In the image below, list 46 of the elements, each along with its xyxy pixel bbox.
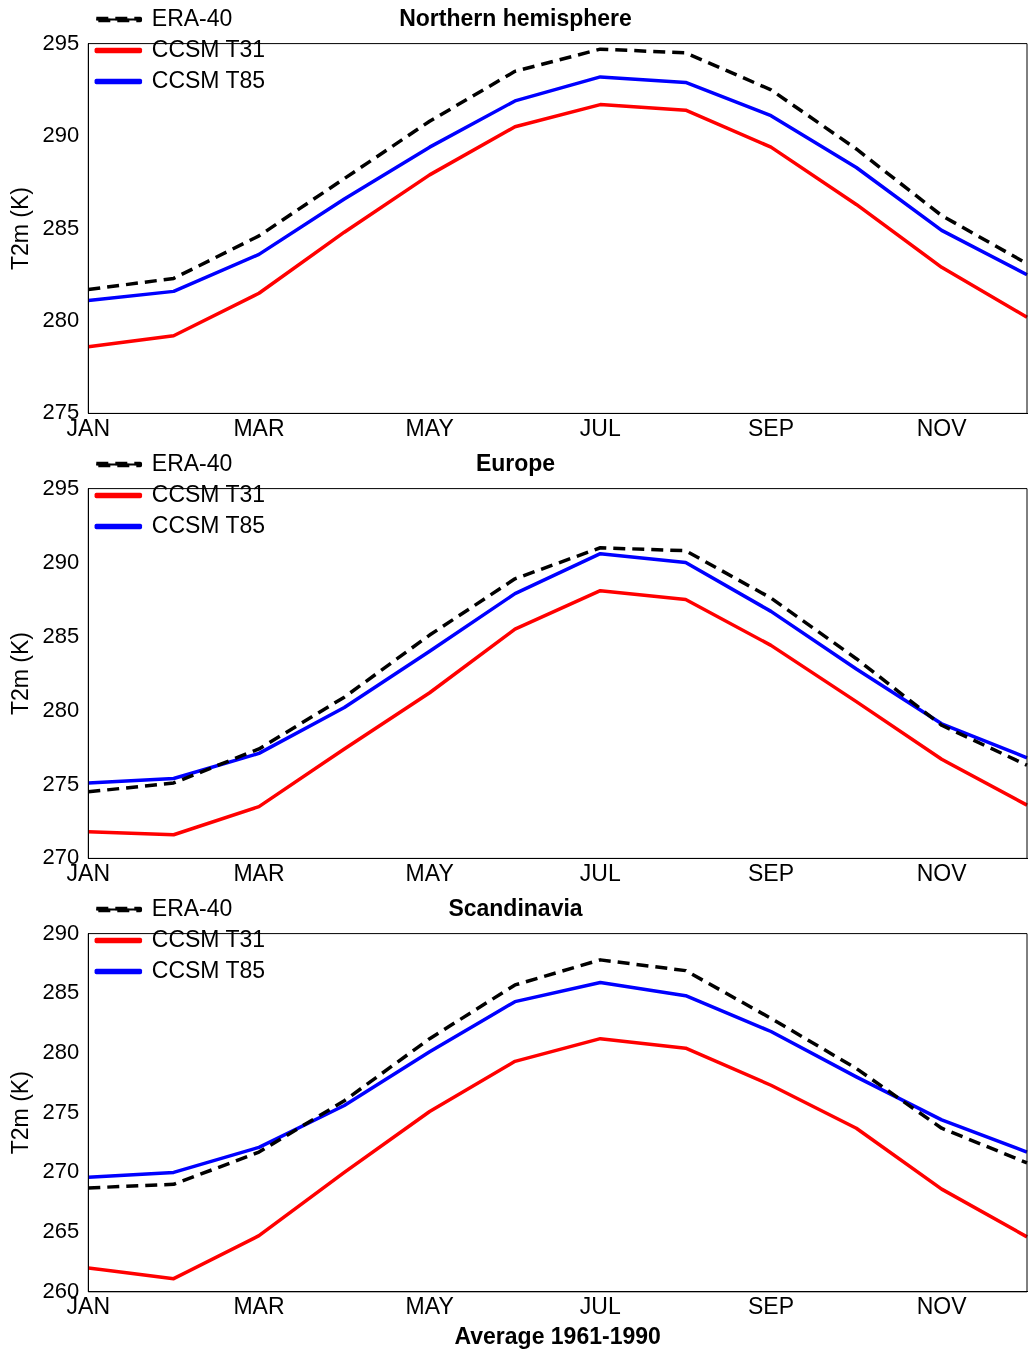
y-tick-label: 290 xyxy=(42,919,80,945)
x-tick-label: JUL xyxy=(579,414,621,441)
legend-label: ERA-40 xyxy=(151,449,233,476)
y-tick-label: 285 xyxy=(42,214,80,240)
x-tick-label: MAR xyxy=(233,414,285,441)
x-tick-label: SEP xyxy=(747,1292,795,1319)
x-tick-label: NOV xyxy=(916,859,968,886)
y-tick-label: 295 xyxy=(42,474,80,500)
legend-label: CCSM T31 xyxy=(151,35,266,62)
y-tick-label: 275 xyxy=(42,770,80,796)
y-tick-label: 275 xyxy=(42,1098,80,1124)
y-axis-title: T2m (K) xyxy=(7,186,34,271)
x-tick-label: MAY xyxy=(405,414,454,441)
y-tick-label: 265 xyxy=(42,1218,80,1244)
y-tick-label: 285 xyxy=(42,979,80,1005)
x-tick-label: SEP xyxy=(747,859,795,886)
y-tick-label: 280 xyxy=(42,696,80,722)
legend-label: CCSM T85 xyxy=(151,956,266,983)
y-axis-title: T2m (K) xyxy=(7,631,34,716)
x-tick-label: MAR xyxy=(233,1292,285,1319)
x-tick-label: MAR xyxy=(233,859,285,886)
legend-label: CCSM T31 xyxy=(151,925,266,952)
legend-label: ERA-40 xyxy=(151,894,233,921)
y-tick-label: 285 xyxy=(42,622,80,648)
x-tick-label: SEP xyxy=(747,414,795,441)
x-tick-label: JUL xyxy=(579,859,621,886)
legend-label: ERA-40 xyxy=(151,4,233,31)
chart-title: Scandinavia xyxy=(448,895,583,922)
y-tick-label: 270 xyxy=(42,1158,80,1184)
x-tick-label: JUL xyxy=(579,1292,621,1319)
x-tick-label: MAY xyxy=(405,859,454,886)
x-axis-title: Average 1961-1990 xyxy=(454,1322,661,1349)
legend-label: CCSM T85 xyxy=(151,511,266,538)
x-tick-label: NOV xyxy=(916,1292,968,1319)
legend-label: CCSM T85 xyxy=(151,66,266,93)
y-tick-label: 295 xyxy=(42,29,80,55)
x-tick-label: MAY xyxy=(405,1292,454,1319)
legend-label: CCSM T31 xyxy=(151,480,266,507)
y-tick-label: 280 xyxy=(42,1039,80,1065)
y-tick-label: 290 xyxy=(42,548,80,574)
y-axis-title: T2m (K) xyxy=(7,1071,34,1155)
x-tick-label: NOV xyxy=(916,414,968,441)
y-tick-label: 280 xyxy=(42,307,80,333)
y-tick-label: 290 xyxy=(42,122,80,148)
chart-title: Europe xyxy=(475,450,556,477)
chart-title: Northern hemisphere xyxy=(399,5,632,32)
